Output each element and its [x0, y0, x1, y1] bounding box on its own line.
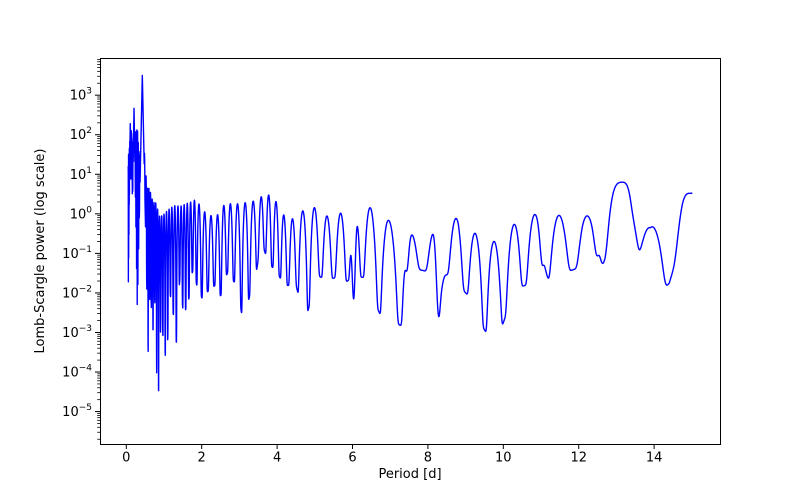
y-tick-label: 100 [70, 205, 93, 222]
plot-area-border [100, 58, 721, 445]
y-tick-label: 101 [70, 166, 92, 183]
y-tick-label: 103 [70, 87, 92, 104]
y-tick-label: 10−1 [62, 245, 92, 262]
y-tick-exponent: 1 [86, 166, 92, 176]
y-tick-exponent: −3 [79, 324, 92, 334]
x-tick-label: 10 [495, 451, 512, 466]
y-tick-exponent: 0 [86, 205, 92, 215]
y-tick-exponent: −1 [79, 245, 92, 255]
y-tick-label: 10−2 [62, 284, 92, 301]
y-axis-major-ticks [95, 94, 100, 413]
x-tick-label: 2 [198, 451, 206, 466]
periodogram-line [127, 74, 693, 392]
y-axis-label: Lomb-Scargle power (log scale) [33, 149, 48, 354]
y-tick-exponent: 3 [86, 87, 92, 97]
x-axis-tick-labels: 0 2 4 6 8 10 12 14 [122, 451, 662, 466]
y-tick-label: 10−3 [62, 324, 92, 341]
x-tick-label: 0 [122, 451, 130, 466]
x-tick-label: 8 [424, 451, 432, 466]
y-tick-exponent: −4 [79, 364, 93, 374]
x-tick-label: 14 [646, 451, 663, 466]
x-tick-label: 6 [348, 451, 356, 466]
y-tick-exponent: 2 [86, 126, 92, 136]
y-tick-exponent: −5 [79, 403, 92, 413]
y-tick-label: 10−5 [62, 403, 92, 420]
x-axis-label: Period [d] [378, 467, 441, 482]
x-tick-label: 4 [273, 451, 281, 466]
x-axis-major-ticks [125, 444, 655, 449]
y-tick-label: 102 [70, 126, 92, 143]
y-tick-label: 10−4 [62, 364, 92, 381]
y-tick-exponent: −2 [79, 284, 92, 294]
x-tick-label: 12 [570, 451, 587, 466]
y-axis-minor-ticks [97, 59, 100, 440]
